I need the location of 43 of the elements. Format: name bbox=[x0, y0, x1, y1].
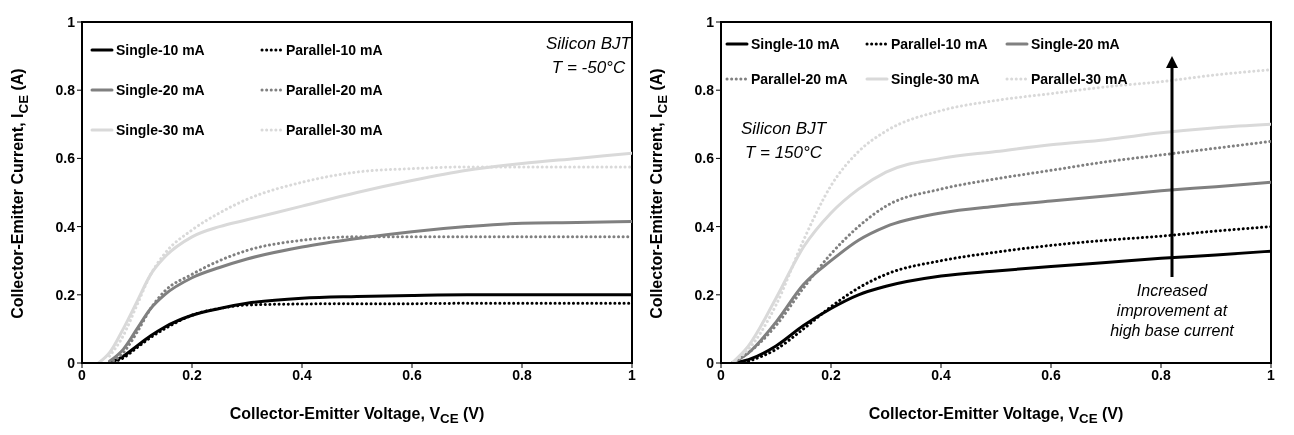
x-tick-label: 1 bbox=[1267, 366, 1276, 383]
x-tick-label: 0.6 bbox=[402, 366, 422, 383]
x-tick-label: 0.4 bbox=[292, 366, 312, 383]
y-tick-label: 0 bbox=[706, 354, 715, 371]
annotation: Increased improvement at high base current bbox=[1109, 281, 1235, 342]
x-tick-label: 0.2 bbox=[182, 366, 202, 383]
legend-label: Single-30 mA bbox=[891, 70, 980, 87]
annotation: Silicon BJT bbox=[741, 118, 827, 140]
x-tick-label: 0 bbox=[78, 366, 87, 383]
y-tick-label: 0.8 bbox=[694, 82, 715, 99]
legend-label: Parallel-20 mA bbox=[286, 82, 383, 98]
legend-label: Parallel-20 mA bbox=[751, 70, 848, 87]
legend-label: Parallel-30 mA bbox=[286, 122, 383, 138]
annotation: T = -50°C bbox=[550, 57, 627, 79]
legend-label: Parallel-30 mA bbox=[1031, 70, 1128, 87]
y-tick-label: 0.4 bbox=[55, 218, 76, 235]
legend-label: Single-10 mA bbox=[751, 35, 840, 52]
legend-label: Single-30 mA bbox=[116, 122, 205, 138]
y-tick-label: 1 bbox=[67, 13, 76, 30]
x-tick-label: 0.4 bbox=[931, 366, 951, 383]
legend-label: Single-10 mA bbox=[116, 42, 205, 58]
legend-label: Single-20 mA bbox=[1031, 35, 1120, 52]
annotation: T = 150°C bbox=[743, 142, 824, 164]
x-axis-title: Collector-Emitter Voltage, V$_{CE}$ (V) bbox=[867, 405, 1125, 427]
legend-label: Parallel-10 mA bbox=[286, 42, 383, 58]
x-tick-label: 0.2 bbox=[821, 366, 841, 383]
annotation: Silicon BJT bbox=[545, 33, 631, 55]
y-tick-label: 0 bbox=[67, 354, 76, 371]
x-axis-title: Collector-Emitter Voltage, V$_{CE}$ (V) bbox=[228, 405, 486, 427]
x-tick-label: 0.8 bbox=[512, 366, 532, 383]
y-tick-label: 0.6 bbox=[55, 150, 76, 167]
y-tick-label: 0.2 bbox=[694, 286, 715, 303]
x-tick-label: 1 bbox=[628, 366, 637, 383]
x-tick-label: 0.8 bbox=[1151, 366, 1171, 383]
y-tick-label: 0.2 bbox=[55, 286, 76, 303]
y-tick-label: 0.4 bbox=[694, 218, 715, 235]
y-tick-label: 1 bbox=[706, 13, 715, 30]
y-tick-label: 0.6 bbox=[694, 150, 715, 167]
legend-label: Single-20 mA bbox=[116, 82, 205, 98]
x-tick-label: 0 bbox=[717, 366, 726, 383]
legend-label: Parallel-10 mA bbox=[891, 35, 988, 52]
y-tick-label: 0.8 bbox=[55, 82, 76, 99]
x-tick-label: 0.6 bbox=[1041, 366, 1061, 383]
